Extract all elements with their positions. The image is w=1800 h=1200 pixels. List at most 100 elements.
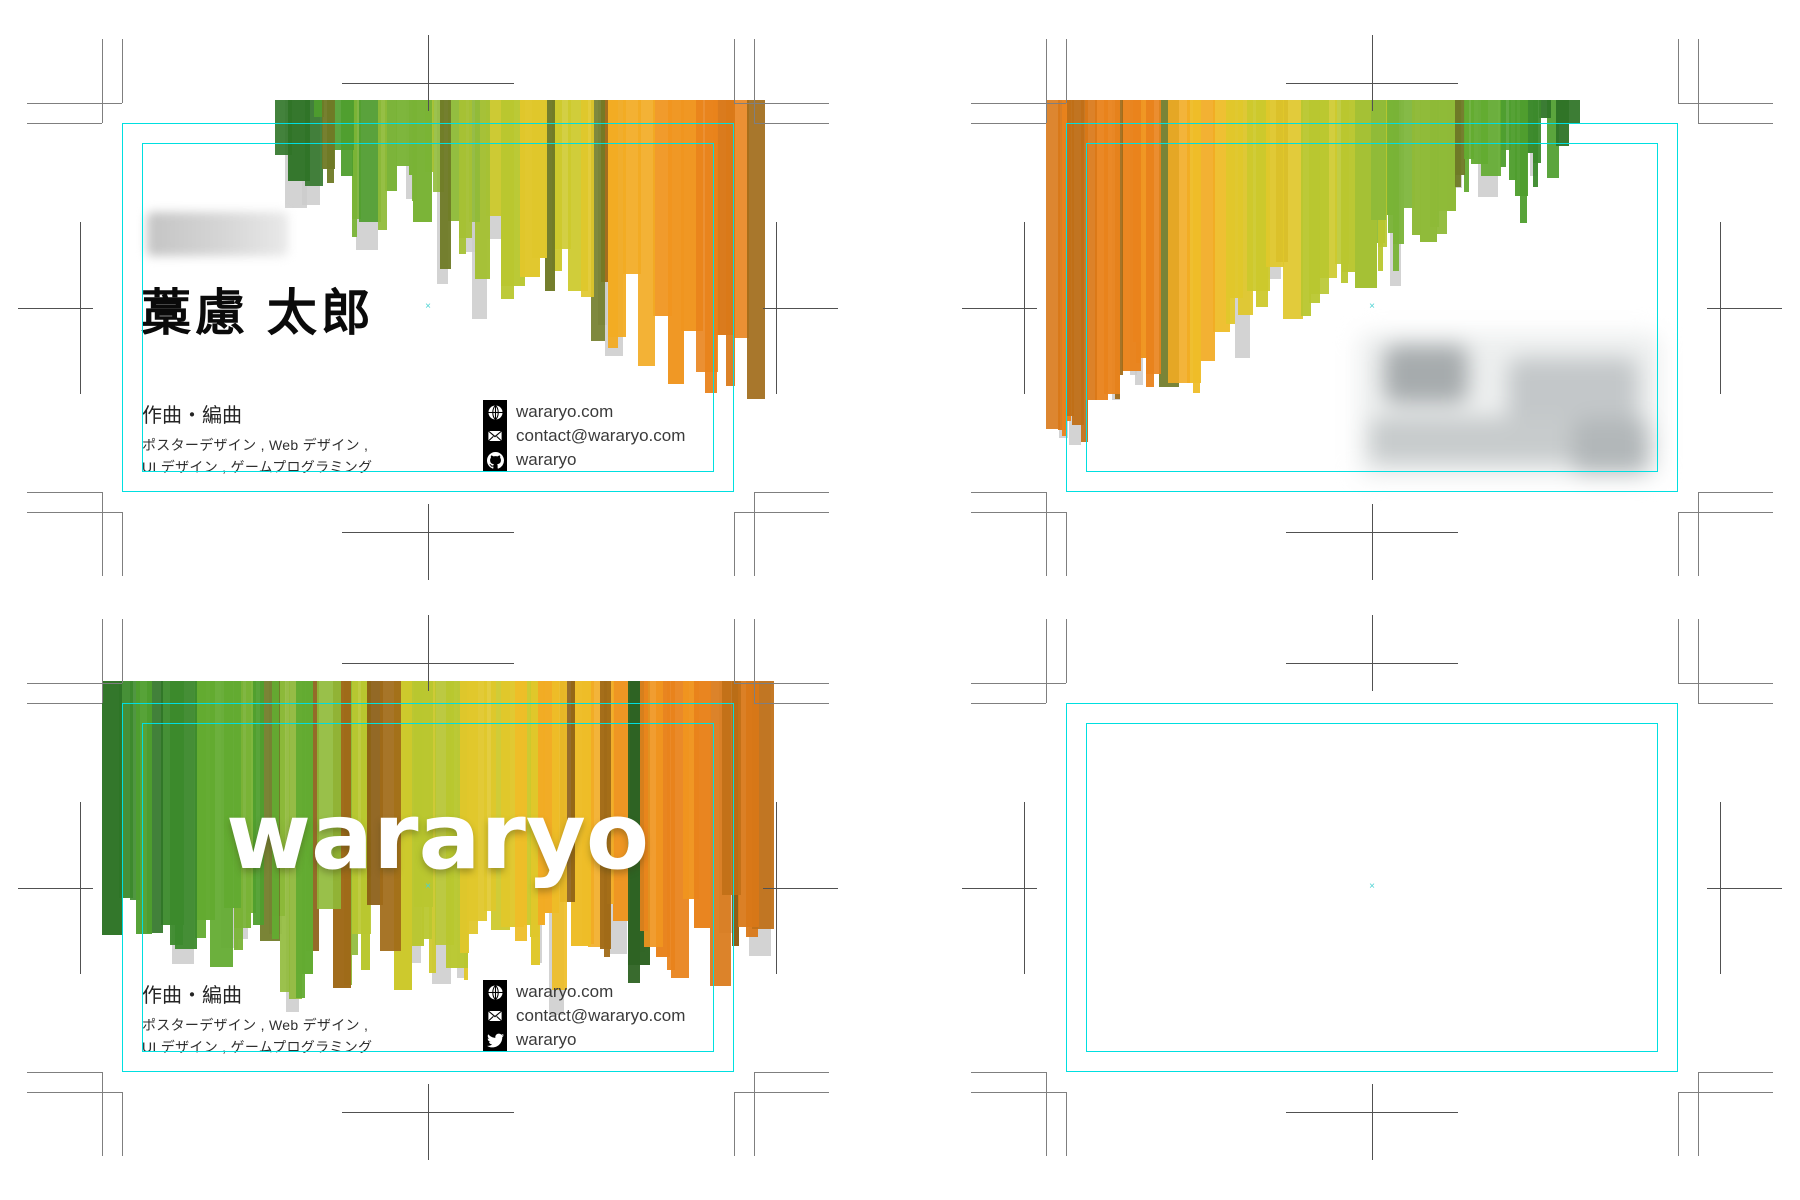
stripe-bar bbox=[246, 681, 252, 929]
crop-mark-line bbox=[1678, 39, 1679, 103]
stripe-bar bbox=[1072, 100, 1084, 425]
website-text: wararyo.com bbox=[516, 982, 614, 1001]
stripe-bar bbox=[367, 681, 383, 905]
crop-mark-line bbox=[1046, 619, 1047, 703]
crop-mark-line bbox=[27, 512, 122, 513]
stripe-bar bbox=[1546, 100, 1560, 179]
stripe-bar bbox=[696, 100, 718, 373]
stripe-bar bbox=[531, 681, 541, 966]
stripe-bar bbox=[1499, 100, 1511, 150]
email-icon bbox=[483, 1004, 507, 1028]
stripe-bar bbox=[653, 100, 672, 317]
crop-mark-line bbox=[428, 1084, 429, 1160]
crop-mark-line bbox=[971, 703, 1046, 704]
crop-mark-line bbox=[754, 703, 829, 704]
github-username-text: wararyo bbox=[516, 450, 577, 469]
crop-mark-line bbox=[1698, 703, 1773, 704]
stripe-bar bbox=[275, 100, 293, 156]
crop-mark-line bbox=[754, 39, 755, 123]
crop-mark-line bbox=[1698, 492, 1773, 493]
crop-mark-line bbox=[971, 103, 1066, 104]
stripe-bar bbox=[601, 100, 610, 283]
stripe-bar bbox=[129, 681, 141, 900]
crop-mark-line bbox=[962, 887, 1037, 889]
contact-row-twitter: wararyo bbox=[483, 1028, 685, 1052]
crop-mark-line bbox=[734, 39, 735, 103]
stripe-bar bbox=[288, 100, 310, 182]
crop-mark-line bbox=[122, 39, 123, 103]
stripe-bar bbox=[1167, 100, 1191, 384]
crop-mark-line bbox=[1707, 887, 1782, 889]
crop-mark-line bbox=[734, 1092, 735, 1156]
stripe-bar bbox=[1436, 100, 1448, 234]
stripe-bar bbox=[421, 681, 433, 939]
crop-mark-line bbox=[27, 103, 122, 104]
crop-mark-line bbox=[122, 1092, 123, 1156]
stripe-bar bbox=[433, 100, 444, 193]
crop-mark-line bbox=[763, 887, 838, 889]
stripe-bar bbox=[484, 681, 496, 912]
crop-mark-line bbox=[1024, 801, 1025, 974]
crop-mark-line bbox=[1066, 39, 1067, 103]
stripe-bar bbox=[608, 100, 627, 338]
crop-mark-line bbox=[122, 512, 123, 576]
stripe-bar bbox=[643, 681, 664, 947]
crop-mark-line bbox=[1066, 512, 1067, 576]
skills-line-1: ポスターデザイン , Web デザイン , bbox=[142, 1017, 369, 1033]
crop-mark-line bbox=[1698, 492, 1699, 576]
stripe-bar bbox=[640, 681, 649, 931]
stripe-bar bbox=[1335, 100, 1349, 264]
crop-mark-line bbox=[754, 123, 829, 124]
stripe-bar bbox=[1104, 100, 1121, 394]
stripe-bar bbox=[252, 681, 264, 926]
crop-mark-line bbox=[971, 683, 1066, 684]
website-text: wararyo.com bbox=[516, 402, 614, 421]
stripe-bar bbox=[537, 681, 546, 925]
stripe-bar bbox=[1309, 100, 1329, 295]
contact-row-website: wararyo.com bbox=[483, 980, 685, 1004]
stripe-bar bbox=[351, 681, 371, 934]
stripe-bar bbox=[1526, 100, 1538, 154]
crop-mark-line bbox=[1720, 801, 1721, 974]
stripe-bar bbox=[628, 681, 641, 983]
stripe-bar bbox=[638, 100, 655, 367]
stripe-bar bbox=[1419, 100, 1437, 242]
stripe-bar bbox=[1403, 100, 1415, 209]
crop-mark-line bbox=[27, 492, 102, 493]
twitter-icon bbox=[483, 1028, 507, 1052]
email-text: contact@wararyo.com bbox=[516, 426, 686, 445]
role-title: 作曲・編曲 bbox=[142, 985, 242, 1007]
crop-mark-line bbox=[763, 307, 838, 309]
stripe-bar bbox=[612, 681, 631, 921]
stripe-bar bbox=[1213, 100, 1231, 333]
github-icon bbox=[483, 448, 507, 472]
stripe-bar bbox=[1046, 100, 1061, 429]
stripe-bar bbox=[721, 681, 742, 895]
card-back bbox=[1066, 123, 1678, 492]
stripe-bar bbox=[448, 100, 461, 222]
crop-mark-line bbox=[1066, 619, 1067, 683]
stripe-bar bbox=[395, 100, 411, 166]
crop-mark-line bbox=[734, 619, 735, 683]
stripe-bar bbox=[467, 681, 478, 935]
crop-mark-line bbox=[428, 504, 429, 580]
stripe-bar bbox=[551, 100, 562, 272]
stripe-bar bbox=[1412, 100, 1421, 235]
stripe-bar bbox=[384, 100, 398, 192]
stripe-bar bbox=[1066, 100, 1075, 416]
stripe-bar bbox=[271, 681, 279, 939]
stripe-bar bbox=[501, 100, 515, 299]
stripe-bar bbox=[380, 681, 401, 952]
crop-mark-line bbox=[428, 615, 429, 691]
stripe-bar bbox=[1226, 100, 1236, 325]
globe-icon bbox=[483, 400, 507, 424]
stripe-bar bbox=[726, 100, 735, 387]
globe-icon bbox=[483, 980, 507, 1004]
stripe-bar bbox=[570, 681, 592, 947]
crop-mark-line bbox=[776, 221, 777, 394]
crop-mark-line bbox=[1046, 1072, 1047, 1156]
crop-mark-line bbox=[734, 1092, 829, 1093]
stripe-bar bbox=[377, 100, 387, 230]
